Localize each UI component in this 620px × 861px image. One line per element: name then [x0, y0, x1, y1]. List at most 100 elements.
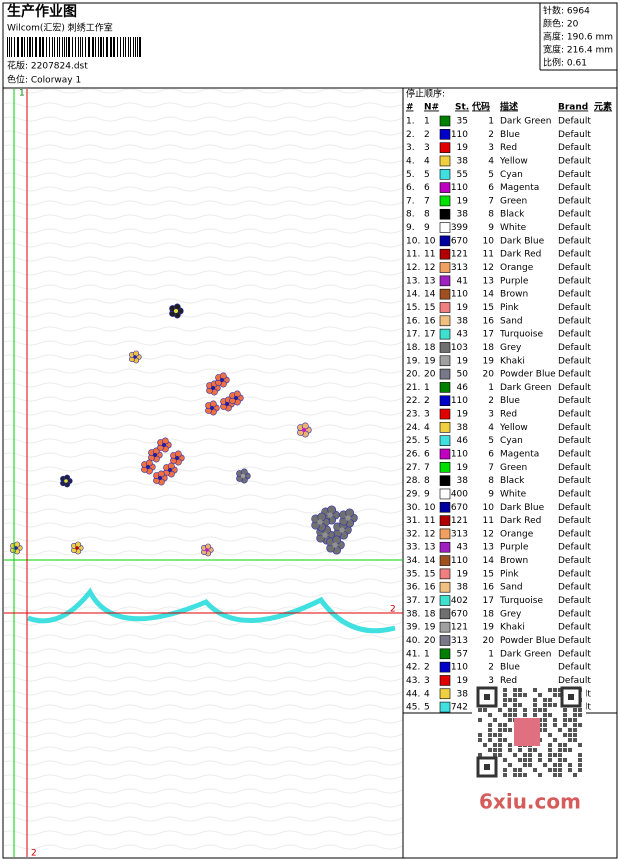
qr-dot	[548, 768, 552, 772]
qr-dot	[578, 753, 582, 757]
qr-dot	[503, 758, 507, 762]
cell-desc: Red	[500, 676, 517, 686]
cell-no: 31.	[406, 516, 420, 526]
cell-brand: Default	[558, 476, 591, 486]
cell-st: 38	[457, 316, 469, 326]
cell-no: 24.	[406, 423, 420, 433]
qr-dot	[508, 728, 512, 732]
cell-desc: Brown	[500, 556, 528, 566]
qr-dot	[518, 773, 522, 777]
cell-n: 10	[424, 236, 436, 246]
cell-code: 17	[483, 330, 494, 340]
qr-dot	[543, 763, 547, 767]
qr-dot	[503, 698, 507, 702]
cell-no: 40.	[406, 636, 420, 646]
cell-no: 27.	[406, 463, 420, 473]
qr-dot	[573, 733, 577, 737]
cell-n: 3	[424, 676, 430, 686]
bar-stripe	[32, 37, 33, 57]
cell-n: 8	[424, 476, 430, 486]
cell-code: 2	[488, 396, 494, 406]
cell-desc: Yellow	[499, 156, 528, 166]
cell-brand: Default	[558, 636, 591, 646]
qr-dot	[558, 748, 562, 752]
cell-desc: Grey	[500, 343, 522, 353]
cell-brand: Default	[558, 423, 591, 433]
qr-dot	[548, 688, 552, 692]
color-swatch	[439, 395, 451, 407]
qr-dot	[488, 723, 492, 727]
cell-st: 110	[451, 130, 468, 140]
qr-dot	[513, 773, 517, 777]
cell-no: 17.	[406, 330, 420, 340]
flower-center	[345, 515, 351, 521]
qr-dot	[513, 753, 517, 757]
cell-desc: Magenta	[500, 183, 539, 193]
flower-center	[332, 542, 338, 548]
qr-dot	[518, 748, 522, 752]
qr-dot	[568, 728, 572, 732]
bar-stripe	[82, 37, 83, 57]
flower-center	[75, 546, 79, 550]
qr-dot	[503, 768, 507, 772]
cell-desc: Blue	[500, 396, 520, 406]
bar-stripe	[14, 37, 15, 57]
cell-code: 13	[483, 276, 494, 286]
cell-st: 38	[457, 156, 469, 166]
qr-dot	[503, 773, 507, 777]
qr-dot	[578, 768, 582, 772]
column-header: N#	[424, 103, 439, 113]
cell-n: 13	[424, 543, 435, 553]
qr-dot	[558, 758, 562, 762]
cell-brand: Default	[558, 183, 591, 193]
color-swatch	[439, 328, 451, 340]
bar-stripe	[139, 37, 141, 57]
cell-n: 2	[424, 130, 430, 140]
qr-dot	[503, 723, 507, 727]
cell-n: 4	[424, 156, 430, 166]
bar-stripe	[85, 37, 86, 57]
bar-stripe	[106, 37, 108, 57]
cell-st: 55	[457, 170, 468, 180]
qr-dot	[553, 688, 557, 692]
qr-dot	[578, 713, 582, 717]
watermark: 6xiu.com	[479, 790, 581, 814]
qr-dot	[578, 743, 582, 747]
cell-st: 19	[457, 143, 469, 153]
color-swatch	[439, 608, 451, 620]
cell-code: 6	[488, 450, 494, 460]
qr-dot	[498, 738, 502, 742]
color-swatch	[439, 435, 451, 446]
cell-n: 9	[424, 489, 430, 499]
cell-desc: Sand	[500, 583, 523, 593]
cell-n: 15	[424, 303, 435, 313]
bar-stripe	[110, 37, 112, 57]
qr-dot	[578, 763, 582, 767]
cell-desc: Dark Red	[500, 516, 541, 526]
cell-desc: Black	[500, 476, 525, 486]
qr-dot	[478, 753, 482, 757]
cell-desc: Dark Green	[500, 649, 551, 659]
bar-stripe	[135, 37, 136, 57]
cell-n: 16	[424, 316, 436, 326]
qr-dot	[518, 688, 522, 692]
cell-st: 400	[451, 489, 468, 499]
cell-no: 44.	[406, 689, 420, 699]
qr-dot	[503, 688, 507, 692]
cell-desc: Khaki	[500, 623, 525, 633]
cell-code: 7	[488, 196, 494, 206]
color-swatch	[439, 275, 451, 287]
bar-stripe	[46, 37, 47, 57]
qr-dot	[558, 743, 562, 747]
qr-dot	[543, 698, 547, 702]
cell-n: 12	[424, 263, 435, 273]
cell-st: 110	[451, 183, 468, 193]
marker: 1	[19, 89, 25, 99]
cell-desc: Khaki	[500, 356, 525, 366]
bar-stripe	[54, 37, 55, 57]
cell-n: 11	[424, 250, 435, 260]
studio: Wilcom(汇宏) 刺绣工作室	[7, 22, 113, 34]
cell-desc: Purple	[500, 276, 529, 286]
cell-st: 110	[451, 290, 468, 300]
bar-stripe	[7, 37, 8, 57]
